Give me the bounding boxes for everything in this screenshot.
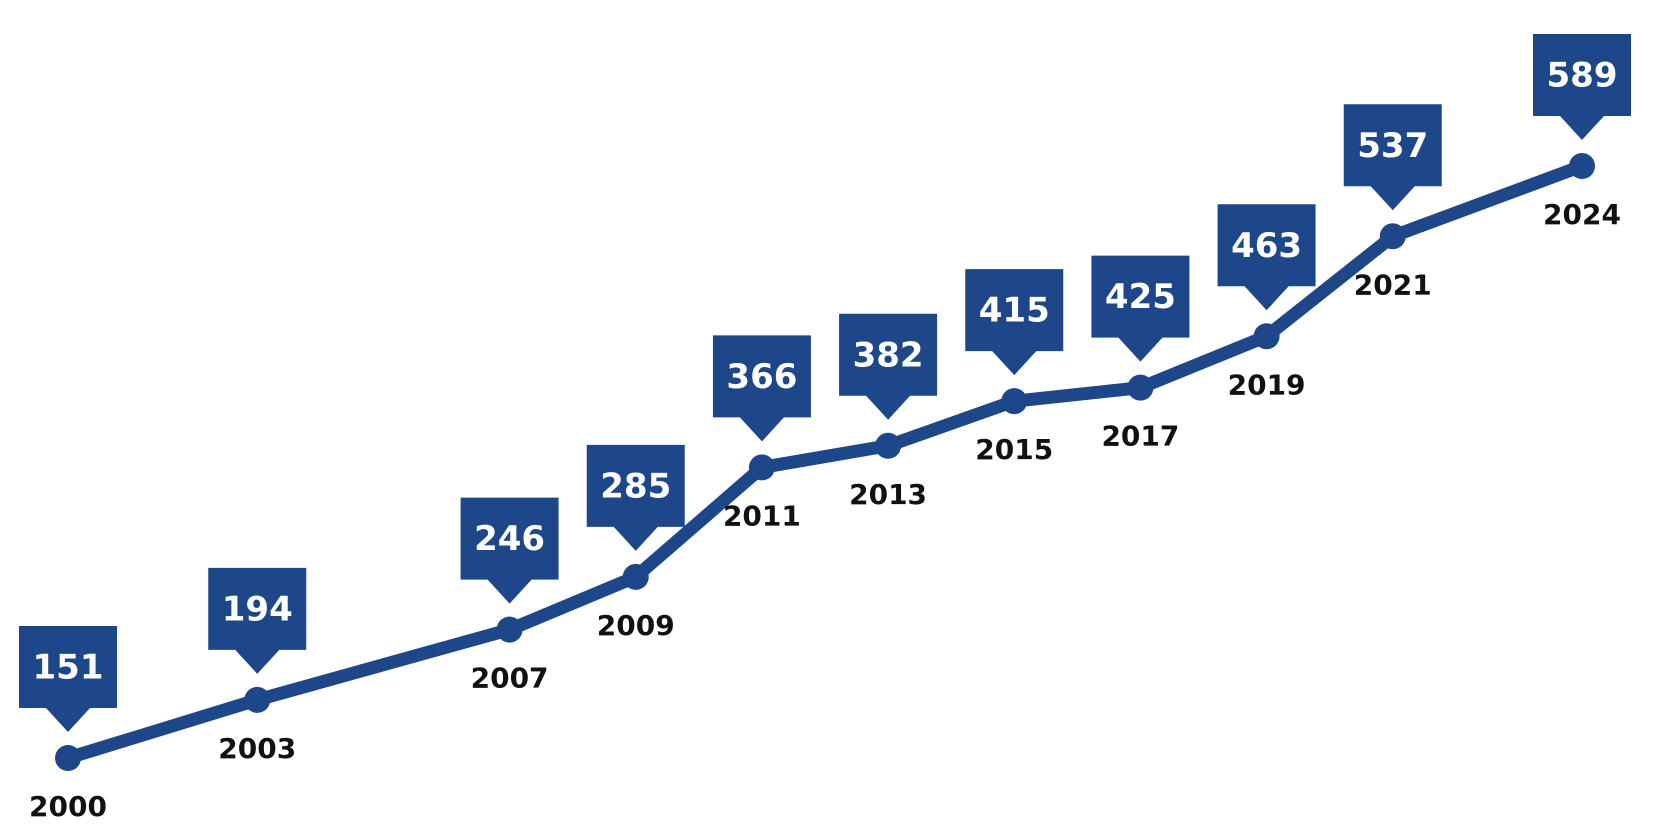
value-label: 246 [474, 519, 545, 559]
callout [19, 626, 117, 732]
value-label: 194 [222, 589, 293, 629]
x-tick-label: 2015 [975, 433, 1053, 466]
data-point [1253, 323, 1280, 350]
x-tick-label: 2000 [29, 790, 107, 823]
callout [712, 335, 811, 442]
value-label: 151 [33, 648, 104, 688]
value-label: 425 [1105, 277, 1176, 317]
callout [586, 444, 685, 551]
x-tick-label: 2011 [723, 499, 801, 532]
x-tick-label: 2003 [218, 732, 296, 765]
x-tick-label: 2013 [849, 478, 927, 511]
data-point [244, 686, 271, 713]
data-line [61, 159, 1589, 765]
data-point [496, 616, 523, 643]
callout [460, 497, 559, 604]
data-point [748, 454, 775, 481]
value-label: 537 [1357, 126, 1428, 166]
callout [1533, 34, 1631, 140]
callout [1343, 104, 1442, 211]
value-label: 589 [1547, 56, 1618, 96]
value-label: 285 [600, 466, 671, 506]
callout [965, 269, 1064, 376]
data-point [1569, 153, 1595, 179]
x-tick-label: 2024 [1543, 198, 1621, 231]
callout [1217, 204, 1316, 311]
data-point [622, 563, 649, 590]
data-point [875, 432, 902, 459]
value-label: 366 [726, 357, 797, 397]
callout [1091, 255, 1190, 362]
value-label: 463 [1231, 226, 1302, 266]
data-point [55, 745, 81, 771]
value-label: 415 [979, 291, 1050, 331]
x-tick-label: 2019 [1228, 368, 1306, 401]
callout [839, 313, 938, 420]
x-tick-label: 2009 [597, 609, 675, 642]
data-point [1127, 374, 1154, 401]
data-point [1379, 223, 1406, 250]
data-point [1001, 388, 1028, 415]
callout [208, 567, 307, 674]
x-tick-label: 2007 [471, 662, 549, 695]
x-tick-label: 2017 [1101, 420, 1179, 453]
x-tick-label: 2021 [1354, 268, 1432, 301]
value-label: 382 [853, 335, 924, 375]
